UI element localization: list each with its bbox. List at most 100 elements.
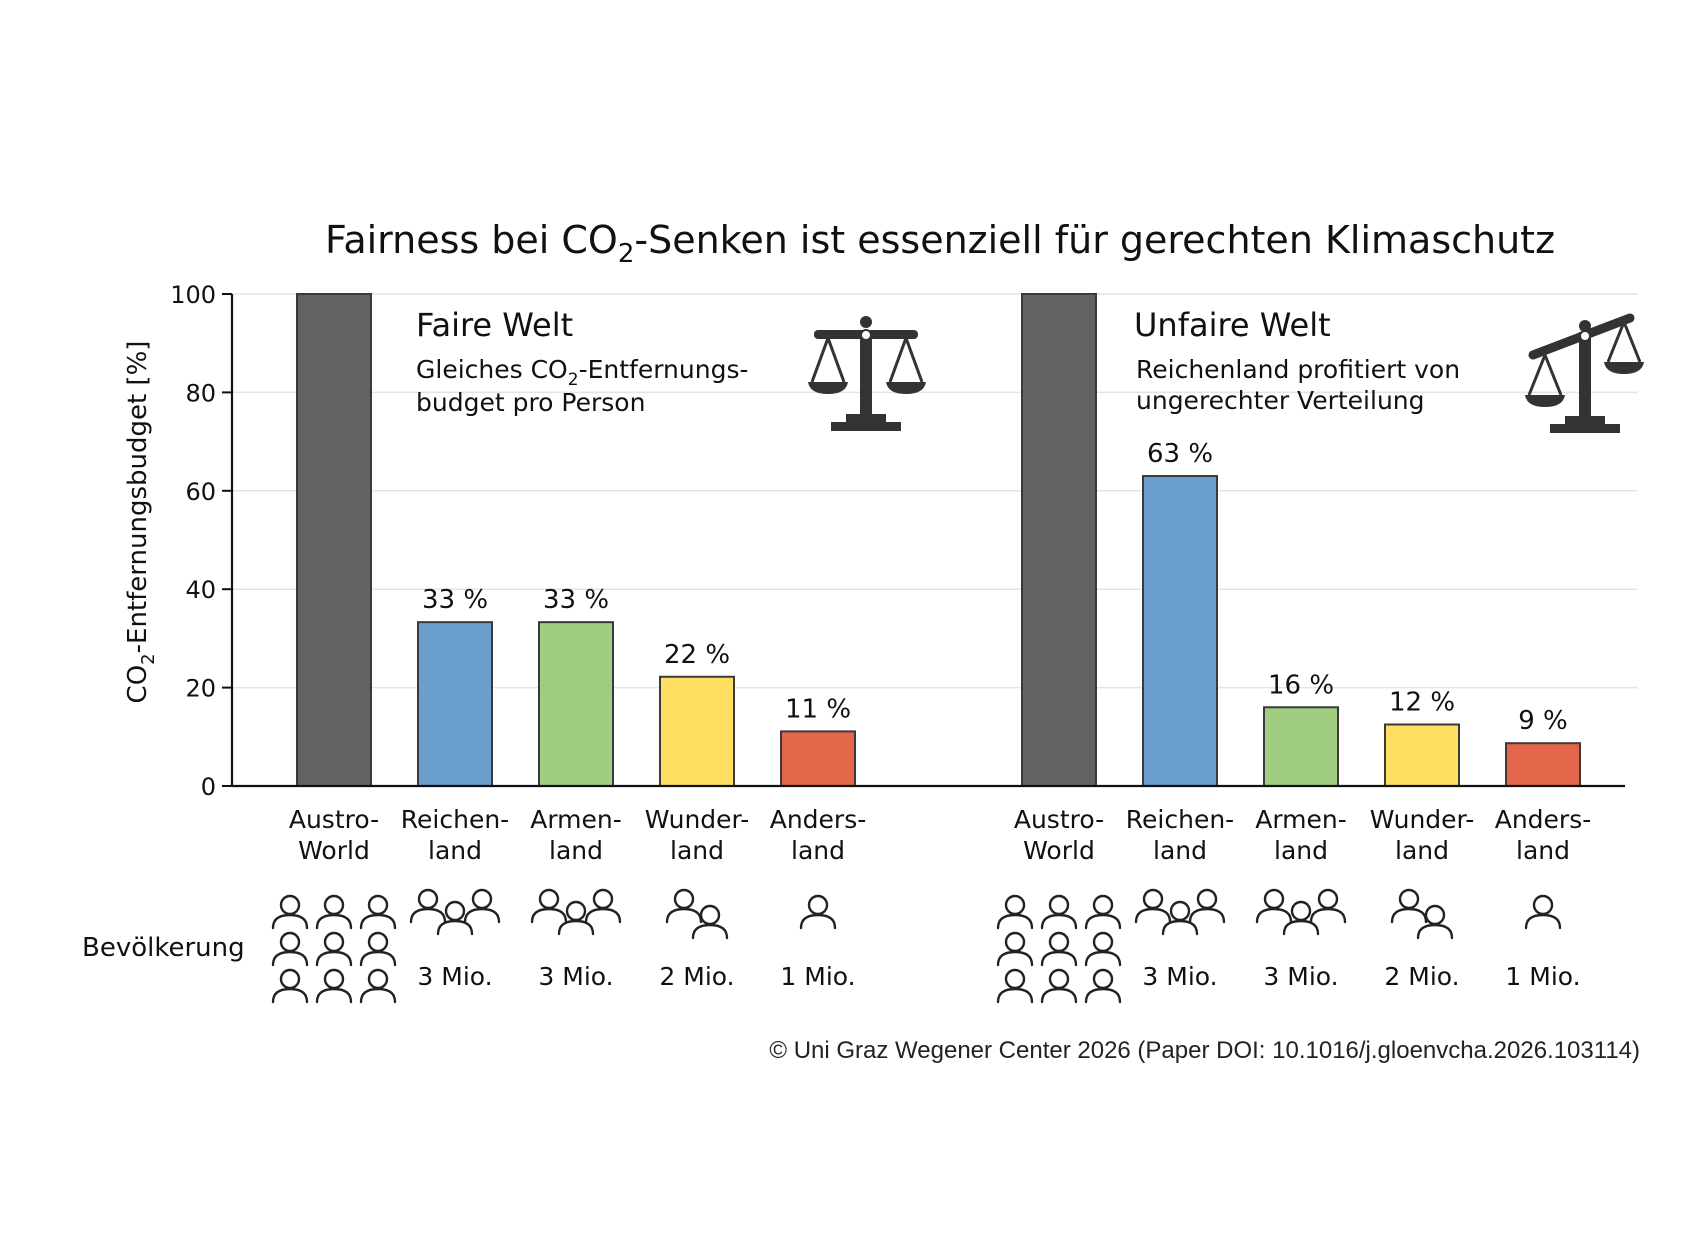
y-tick-label: 0	[201, 773, 216, 801]
population-label: 1 Mio.	[1505, 962, 1580, 991]
population-label: 3 Mio.	[417, 962, 492, 991]
person-icon	[409, 888, 447, 924]
person-icon	[1084, 931, 1122, 967]
panel-title-fair: Faire Welt	[416, 306, 573, 344]
gridlines	[232, 293, 1638, 689]
person-icon	[1390, 888, 1428, 924]
person-icon	[584, 888, 622, 924]
bars: 33 % 33 % 22 % 11 % 63 % 16 % 12 % 9 %	[296, 293, 1581, 788]
category-label: World	[298, 836, 370, 865]
person-icon	[463, 888, 501, 924]
person-icon	[1084, 968, 1122, 1004]
person-icon	[996, 931, 1034, 967]
category-label: land	[428, 836, 482, 865]
bar-fair-0	[296, 293, 372, 787]
category-label: Reichen-	[1126, 805, 1234, 834]
category-label: Austro-	[289, 805, 379, 834]
population-label: 1 Mio.	[780, 962, 855, 991]
y-tick-label: 20	[185, 675, 216, 703]
bar-value-label: 12 %	[1389, 688, 1455, 718]
bar-fair-4	[780, 730, 856, 787]
person-icon	[1188, 888, 1226, 924]
category-label: land	[1153, 836, 1207, 865]
category-label: land	[549, 836, 603, 865]
population-label: 3 Mio.	[1263, 962, 1338, 991]
category-label: Reichen-	[401, 805, 509, 834]
category-label: Anders-	[770, 805, 867, 834]
bar-value-label: 9 %	[1518, 706, 1568, 736]
panel-subtitle-fair-line2: budget pro Person	[416, 388, 645, 417]
bar-value-label: 22 %	[664, 640, 730, 670]
person-icon	[271, 968, 309, 1004]
person-icon	[557, 900, 595, 936]
bar-value-label: 63 %	[1147, 439, 1213, 469]
category-labels: Austro-WorldReichen-landArmen-landWunder…	[289, 805, 1591, 865]
category-label: Austro-	[1014, 805, 1104, 834]
person-icon	[315, 894, 353, 930]
category-label: Anders-	[1495, 805, 1592, 834]
category-label: Wunder-	[645, 805, 749, 834]
bar-unfair-4	[1505, 742, 1581, 787]
person-icon	[1040, 968, 1078, 1004]
person-icon	[691, 904, 729, 940]
bar-value-label: 33 %	[422, 585, 488, 615]
person-icon	[1282, 900, 1320, 936]
population-label: 3 Mio.	[1142, 962, 1217, 991]
y-tick-label: 100	[170, 281, 216, 309]
bar-value-label: 33 %	[543, 585, 609, 615]
person-icon	[1040, 931, 1078, 967]
bar-value-label: 11 %	[785, 694, 851, 724]
category-label: land	[1395, 836, 1449, 865]
bar-fair-3	[659, 675, 735, 787]
panel-subtitle-fair-line1: Gleiches CO2-Entfernungs-	[416, 355, 749, 390]
bar-fair-2	[538, 621, 614, 787]
person-icon	[359, 894, 397, 930]
person-icon	[271, 931, 309, 967]
population-label: 2 Mio.	[1384, 962, 1459, 991]
category-label: land	[670, 836, 724, 865]
person-icon	[315, 931, 353, 967]
chart-title: Fairness bei CO2-Senken ist essenziell f…	[325, 218, 1555, 269]
bar-value-label: 16 %	[1268, 670, 1334, 700]
bar-unfair-1	[1142, 475, 1218, 787]
y-tick-label: 60	[185, 478, 216, 506]
population-row: 3 Mio. 3 Mio. 2 Mio. 1 Mio. 3 Mio. 3 Mio. 2 Mi…	[271, 888, 1581, 1004]
person-icon	[1255, 888, 1293, 924]
y-tick-label: 40	[185, 576, 216, 604]
y-axis-ticks: 0 20 40 60 80 100	[170, 281, 232, 801]
population-label: 2 Mio.	[659, 962, 734, 991]
person-icon	[359, 931, 397, 967]
person-icon	[799, 894, 837, 930]
person-icon	[996, 968, 1034, 1004]
y-tick-label: 80	[185, 379, 216, 407]
category-label: Wunder-	[1370, 805, 1474, 834]
bar-unfair-3	[1384, 723, 1460, 787]
population-label: 3 Mio.	[538, 962, 613, 991]
person-icon	[271, 894, 309, 930]
balanced-scale-icon	[808, 316, 926, 431]
bar-unfair-0	[1021, 293, 1097, 787]
y-axis-label: CO2-Entfernungsbudget [%]	[123, 341, 159, 704]
person-icon	[665, 888, 703, 924]
person-icon	[530, 888, 568, 924]
person-icon	[996, 894, 1034, 930]
panel-title-unfair: Unfaire Welt	[1134, 306, 1331, 344]
person-icon	[1084, 894, 1122, 930]
person-icon	[1134, 888, 1172, 924]
category-label: land	[1274, 836, 1328, 865]
person-icon	[436, 900, 474, 936]
tilted-scale-icon	[1525, 313, 1644, 433]
person-icon	[1416, 904, 1454, 940]
population-row-label: Bevölkerung	[82, 933, 245, 963]
category-label: land	[1516, 836, 1570, 865]
panel-subtitle-unfair-line1: Reichenland profitiert von	[1136, 355, 1460, 384]
person-icon	[315, 968, 353, 1004]
person-icon	[1040, 894, 1078, 930]
copyright-note: © Uni Graz Wegener Center 2026 (Paper DO…	[769, 1037, 1640, 1064]
panel-subtitle-unfair-line2: ungerechter Verteilung	[1136, 386, 1425, 415]
person-icon	[359, 968, 397, 1004]
bar-unfair-2	[1263, 706, 1339, 788]
person-icon	[1309, 888, 1347, 924]
person-icon	[1161, 900, 1199, 936]
